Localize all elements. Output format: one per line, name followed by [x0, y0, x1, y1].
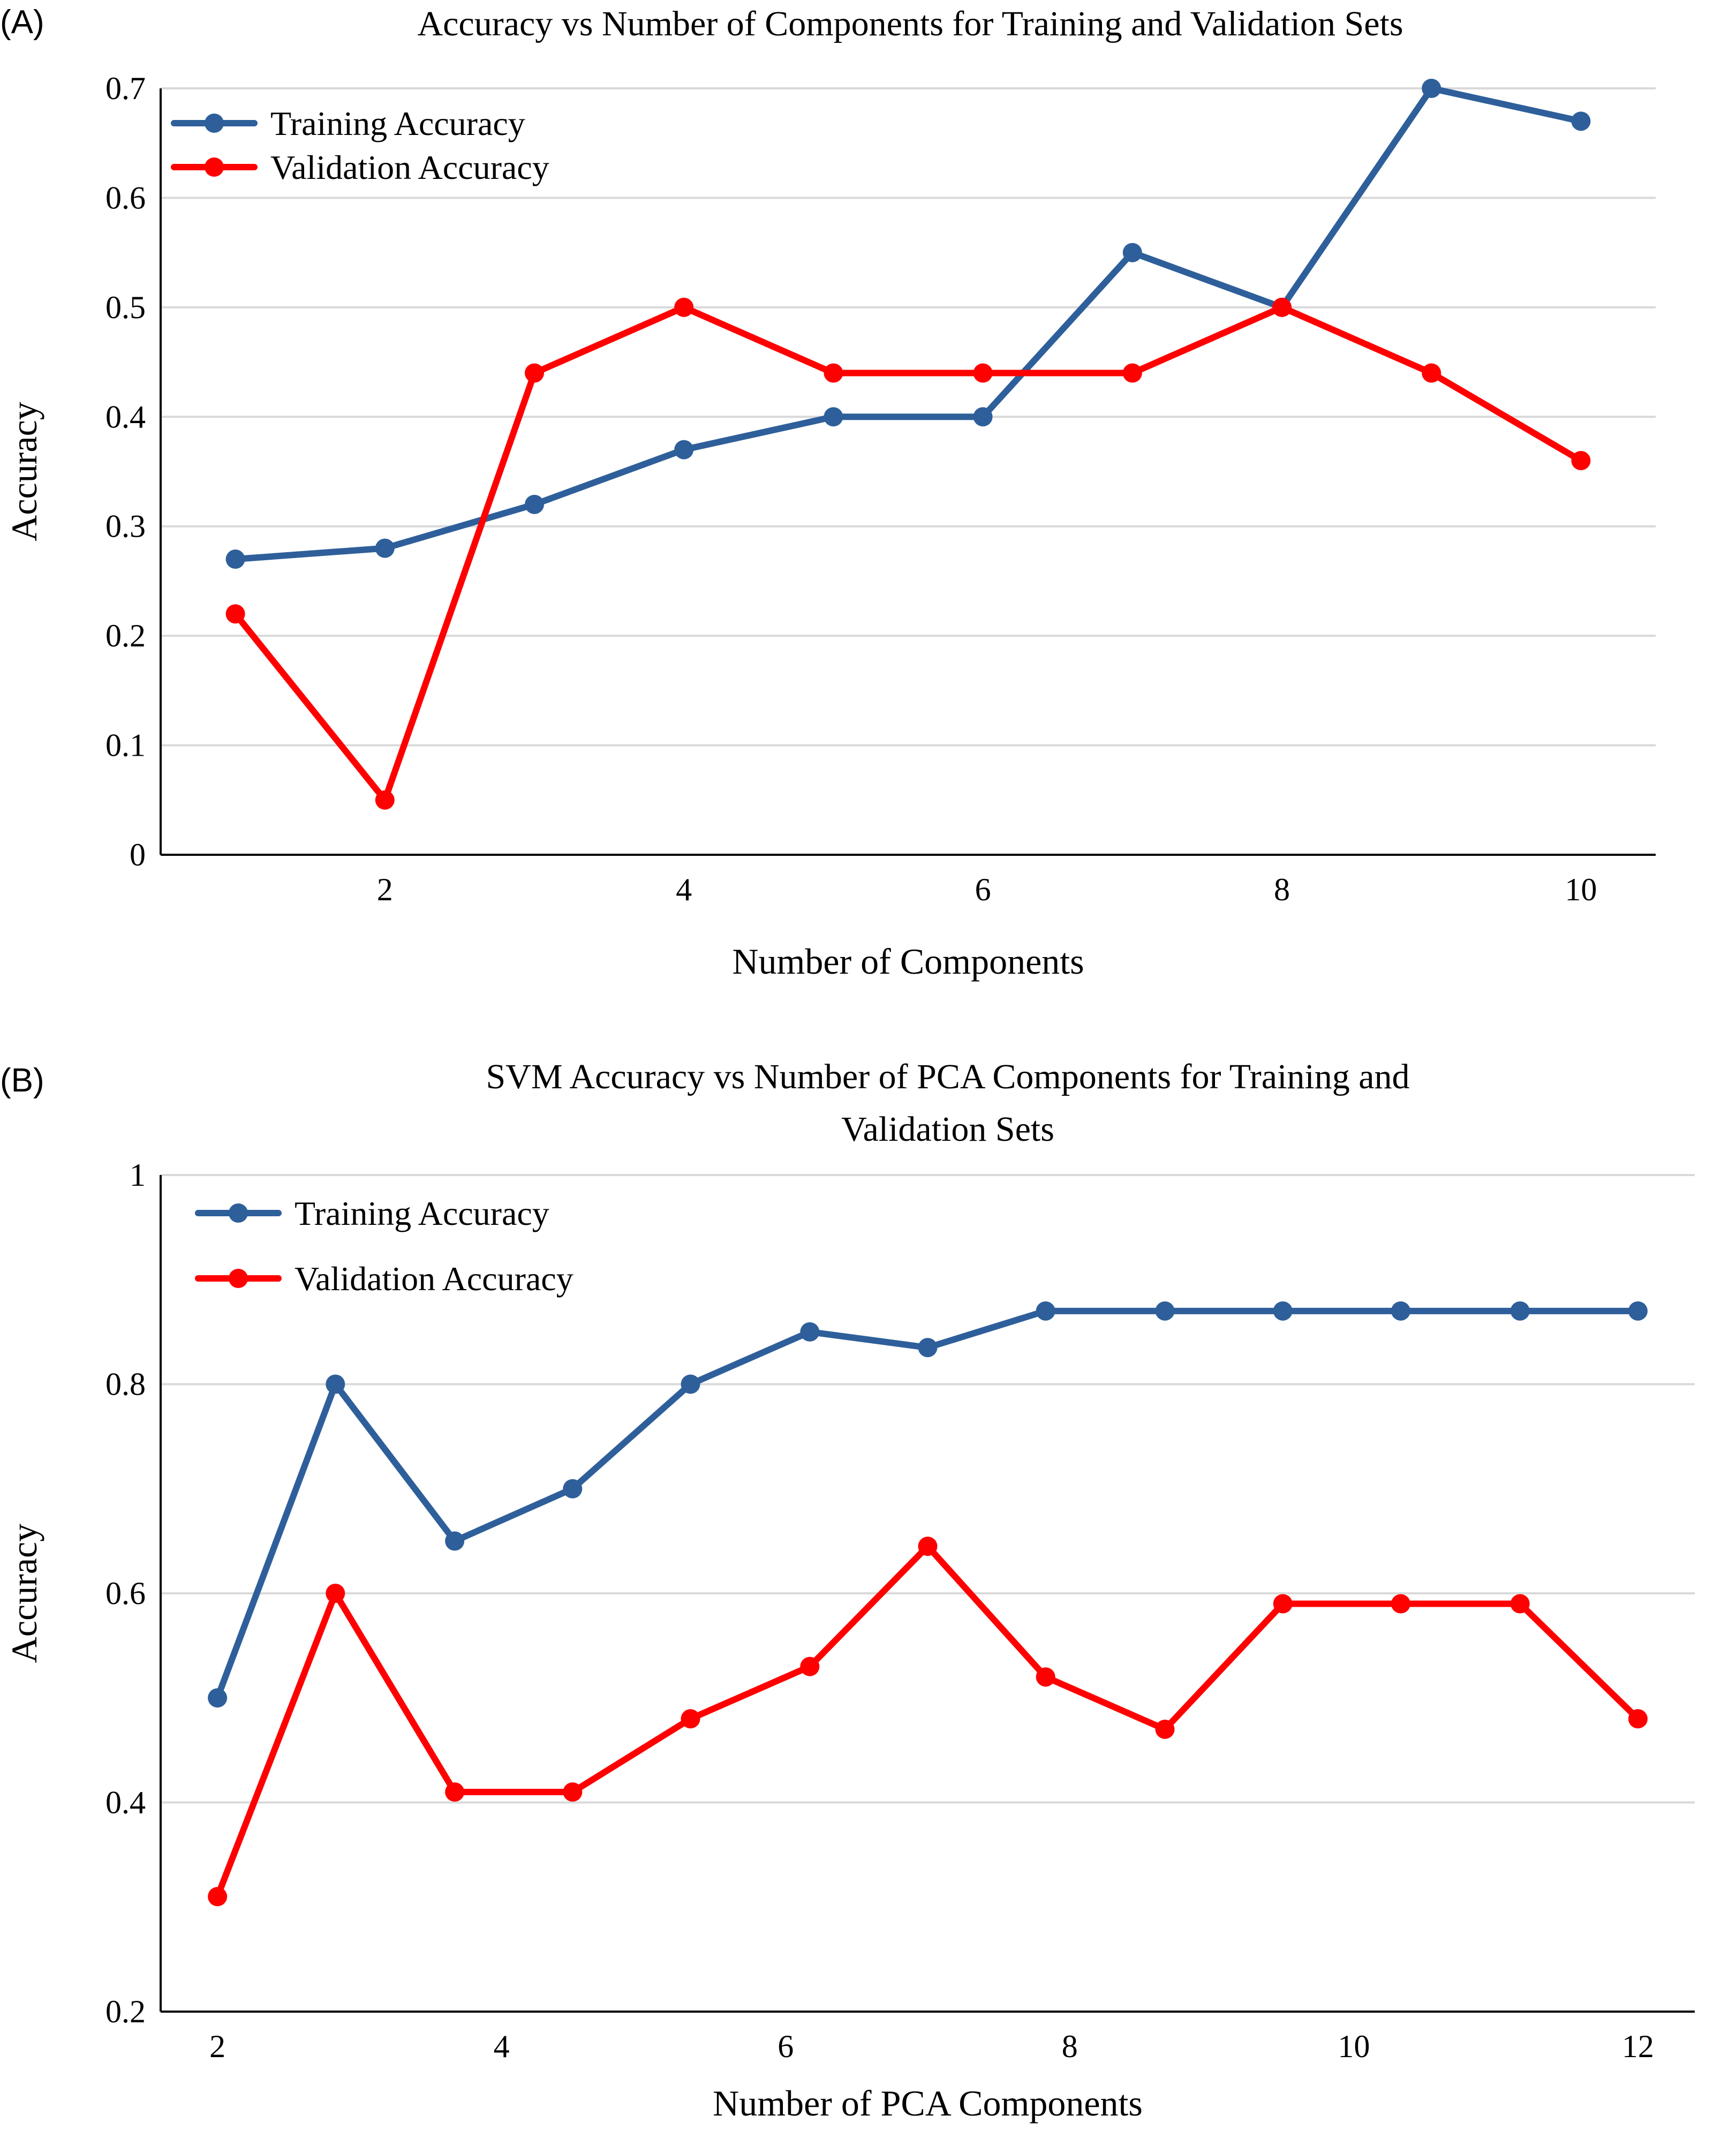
data-point [375, 538, 395, 558]
data-point [1391, 1594, 1410, 1614]
data-point [1122, 243, 1142, 262]
panel-b-label: (B) [0, 1062, 44, 1099]
data-point [1391, 1301, 1410, 1321]
data-point [445, 1782, 465, 1802]
x-tick-label: 12 [1622, 2029, 1654, 2064]
data-point [1155, 1719, 1175, 1739]
data-point [1422, 79, 1441, 98]
x-axis-label: Number of Components [732, 941, 1084, 982]
data-point [525, 494, 544, 514]
y-tick-label: 0.2 [105, 1994, 146, 2029]
data-point [1155, 1301, 1175, 1321]
x-tick-label: 4 [494, 2029, 510, 2064]
data-point [1571, 451, 1591, 471]
y-tick-label: 0.2 [105, 618, 146, 653]
y-tick-label: 0.1 [105, 728, 146, 763]
y-tick-label: 0.4 [105, 399, 146, 434]
data-point [225, 549, 245, 569]
series-line [232, 85, 1584, 563]
data-point [1628, 1301, 1648, 1321]
data-point [973, 407, 993, 427]
y-axis-label: Accuracy [4, 1524, 44, 1663]
y-axis-label: Accuracy [4, 402, 44, 541]
data-point [326, 1584, 345, 1603]
legend-marker [229, 1269, 248, 1288]
x-tick-label: 8 [1062, 2029, 1078, 2064]
series-line [232, 304, 1584, 803]
data-point [445, 1531, 465, 1551]
data-point [1571, 111, 1591, 131]
legend-label: Training Accuracy [270, 104, 525, 142]
panel-a-label: (A) [0, 4, 44, 41]
x-tick-label: 4 [676, 872, 692, 907]
data-point [525, 363, 544, 383]
chart-title: Accuracy vs Number of Components for Tra… [417, 4, 1403, 43]
data-point [800, 1322, 820, 1342]
chart-title: SVM Accuracy vs Number of PCA Components… [486, 1057, 1409, 1096]
x-tick-label: 6 [975, 872, 991, 907]
data-point [326, 1374, 345, 1394]
y-tick-label: 0.5 [105, 290, 146, 325]
data-point [563, 1479, 583, 1499]
x-tick-label: 10 [1338, 2029, 1370, 2064]
data-point [1122, 363, 1142, 383]
legend-label: Validation Accuracy [295, 1260, 573, 1298]
y-tick-label: 0.6 [105, 180, 146, 215]
legend-marker [205, 157, 224, 177]
data-point [1036, 1301, 1055, 1321]
y-tick-label: 0.6 [105, 1576, 146, 1611]
data-point [681, 1374, 700, 1394]
data-point [674, 440, 694, 460]
legend-label: Validation Accuracy [270, 148, 549, 186]
data-point [1628, 1709, 1648, 1729]
x-tick-label: 6 [778, 2029, 794, 2064]
series-line [214, 1543, 1641, 1900]
data-point [918, 1537, 938, 1556]
data-point [225, 604, 245, 624]
y-tick-label: 0.3 [105, 509, 146, 544]
y-tick-label: 1 [130, 1157, 146, 1193]
chart-b: SVM Accuracy vs Number of PCA Components… [4, 1057, 1695, 2124]
data-point [1510, 1301, 1530, 1321]
data-point [1272, 297, 1292, 317]
y-tick-label: 0.4 [105, 1785, 146, 1820]
data-point [918, 1338, 938, 1358]
data-point [208, 1688, 228, 1708]
y-tick-label: 0.7 [105, 71, 146, 106]
x-tick-label: 2 [377, 872, 393, 907]
data-point [375, 790, 395, 810]
data-point [208, 1887, 228, 1907]
legend-marker [229, 1203, 248, 1223]
x-axis-label: Number of PCA Components [713, 2083, 1143, 2124]
data-point [1273, 1301, 1293, 1321]
data-point [1273, 1594, 1293, 1614]
x-tick-label: 8 [1274, 872, 1290, 907]
data-point [824, 407, 843, 427]
data-point [681, 1709, 700, 1729]
legend-marker [205, 114, 224, 133]
data-point [674, 297, 694, 317]
y-tick-label: 0 [130, 837, 146, 872]
chart-a: Accuracy vs Number of Components for Tra… [4, 4, 1656, 982]
series-line [214, 1307, 1641, 1702]
data-point [1510, 1594, 1530, 1614]
data-point [563, 1782, 583, 1802]
y-tick-label: 0.8 [105, 1367, 146, 1402]
data-point [824, 363, 843, 383]
data-point [1422, 363, 1441, 383]
data-point [1036, 1667, 1055, 1687]
x-tick-label: 2 [209, 2029, 225, 2064]
chart-title: Validation Sets [841, 1110, 1054, 1149]
x-tick-label: 10 [1565, 872, 1597, 907]
data-point [800, 1657, 820, 1676]
data-point [973, 363, 993, 383]
legend-label: Training Accuracy [295, 1194, 549, 1232]
